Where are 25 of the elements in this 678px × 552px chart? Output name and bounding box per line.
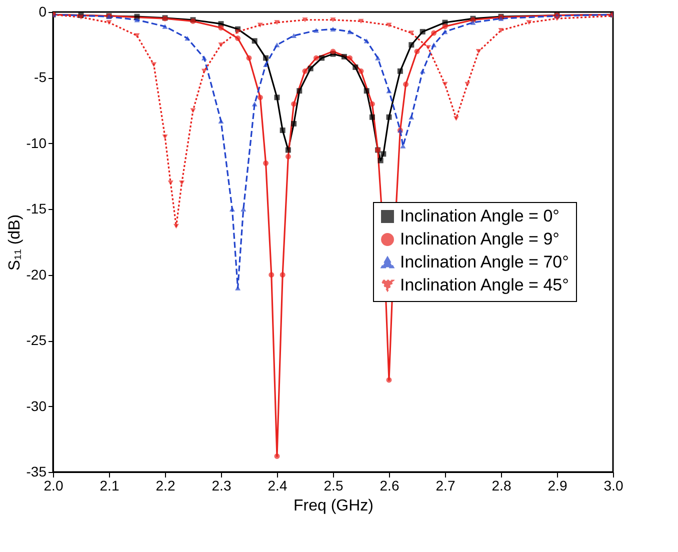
legend-label: Inclination Angle = 9° xyxy=(400,230,560,248)
x-tick-label: 2.4 xyxy=(268,478,288,494)
x-tick-label: 2.0 xyxy=(44,478,64,494)
legend-label: Inclination Angle = 70° xyxy=(400,252,569,272)
x-axis-title: Freq (GHz) xyxy=(294,498,374,514)
y-axis-title: S₁₁ (dB) xyxy=(6,214,24,271)
y-tick-label: 0 xyxy=(38,4,47,20)
x-tick-label: 2.5 xyxy=(324,478,344,494)
x-tick-label: 2.9 xyxy=(548,478,568,494)
y-tick-label: -20 xyxy=(26,266,47,282)
legend-label: Inclination Angle = 0° xyxy=(400,206,560,226)
x-tick-label: 2.7 xyxy=(436,478,456,494)
y-tick-label: -35 xyxy=(26,464,47,480)
legend-label: Inclination Angle = 45° xyxy=(400,276,569,294)
x-tick-label: 2.2 xyxy=(156,478,176,494)
x-tick-label: 2.1 xyxy=(100,478,120,494)
y-tick-label: -10 xyxy=(26,134,47,151)
y-tick-label: -15 xyxy=(26,200,47,217)
x-tick-label: 2.8 xyxy=(492,478,512,494)
x-tick-label: 3.0 xyxy=(604,478,624,494)
x-tick-label: 2.3 xyxy=(212,478,232,494)
x-tick-label: 2.6 xyxy=(380,478,400,494)
y-tick-label: -30 xyxy=(26,398,47,414)
y-tick-label: -5 xyxy=(34,69,47,86)
y-tick-label: -25 xyxy=(26,332,47,348)
